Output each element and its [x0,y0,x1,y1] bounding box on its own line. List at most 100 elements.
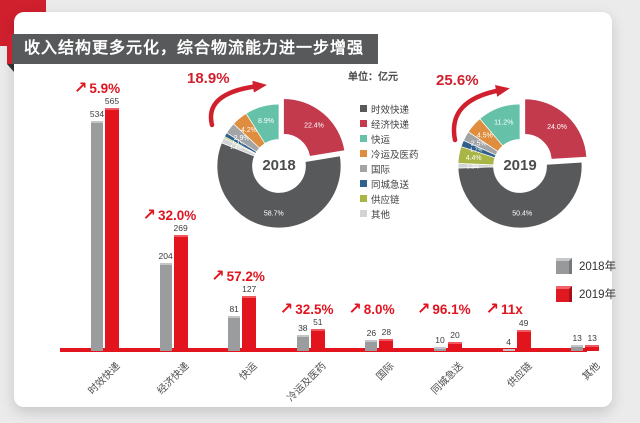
legend-label: 供应链 [371,194,400,206]
legend-label: 时效快递 [371,104,410,116]
growth-value: 57.2% [226,269,265,285]
bar-value-2018-4: 26 [366,327,377,338]
pie-slice-label: 4.4% [466,155,482,162]
legend-swatch [360,150,367,157]
pie-slice-2018-2 [245,103,280,145]
bar-2018-4 [365,339,378,351]
bar-2018-1 [159,263,172,351]
bar-2019-3 [310,329,325,351]
bar-2018-0 [91,121,103,351]
donut-center-label-2018: 2018 [262,157,296,174]
bar-2019-1 [173,235,188,351]
bar-value-2019-7: 13 [587,333,597,344]
legend-label: 同城急送 [371,179,410,191]
bar-value-2018-5: 10 [435,334,445,345]
pie-slice-2019-1 [524,98,588,160]
bar-value-2018-7: 13 [572,333,582,344]
bar-value-2018-6: 4 [506,336,511,347]
bar-2018-5 [434,346,446,351]
growth-arrow-icon: ↗ [211,268,225,286]
curved-arrow-icon-2018 [208,80,267,128]
legend-swatch [360,165,367,172]
pie-slice-label: 2.9% [234,135,250,142]
pie-slice-label: 22.4% [304,122,324,129]
pie-slice-label: 2.5% [471,141,487,148]
legend-item-4: 国际 [360,161,419,176]
curved-arrow-icon-2019 [451,85,510,143]
pie-slice-label: 1.2% [467,164,480,170]
donut-growth-label-2019: 25.6% [436,72,479,89]
bar-2018-2 [228,316,241,351]
growth-badge-6: ↗ 11x [486,299,523,319]
year-label: 2019年 [579,289,617,301]
legend-item-1: 经济快递 [360,116,419,131]
growth-value: 96.1% [432,302,471,317]
legend-label: 其他 [371,209,391,221]
bar-2018-7 [571,345,584,351]
legend-item-0: 时效快递 [360,101,419,116]
bar-value-2019-6: 49 [518,317,529,328]
donut-center-label-2019: 2019 [503,157,537,174]
growth-badge-3: ↗ 32.5% [280,299,334,319]
growth-badge-0: ↗ 5.9% [74,78,120,98]
bar-2019-2 [242,296,257,351]
bar-value-2018-3: 38 [298,322,308,333]
bar-value-2018-1: 204 [158,251,173,262]
bar-value-2019-4: 28 [381,326,392,337]
growth-badge-4: ↗ 8.0% [348,299,394,319]
growth-badge-5: ↗ 96.1% [417,299,471,319]
year-swatch [556,286,572,302]
bar-2019-7 [585,345,600,351]
bar-value-2019-0: 565 [104,96,120,107]
pie-slice-2019-2 [479,103,521,147]
growth-arrow-icon: ↗ [485,301,499,318]
bar-2019-5 [448,342,462,351]
legend-item-3: 冷运及医药 [360,146,419,161]
growth-arrow-icon: ↗ [279,301,294,318]
growth-value: 5.9% [89,81,121,97]
bar-value-2018-2: 81 [229,304,239,315]
growth-value: 11x [501,302,523,317]
legend-item-5: 同城急送 [360,176,419,191]
banner-fold [7,64,14,72]
pie-slice-label: 11.2% [494,119,513,126]
page-title: 收入结构更多元化，综合物流能力进一步增强 [24,40,365,57]
pie-slice-label: 1.7% [470,147,483,153]
growth-arrow-icon: ↗ [417,301,431,318]
pie-slice-2018-1 [283,98,346,157]
bar-2018-6 [502,348,515,351]
bar-value-2019-3: 51 [313,317,323,328]
legend-swatch [360,180,367,187]
growth-arrow-icon: ↗ [348,301,362,318]
growth-arrow-icon: ↗ [142,207,156,225]
legend-swatch [360,105,367,112]
growth-value: 32.5% [295,302,334,317]
bar-2019-6 [516,329,531,351]
donut-chart-2018: 22.4% 58.7% 1.4%1.1%2.9%4.2%8.9% [216,98,346,229]
growth-value: 32.0% [158,208,197,224]
legend-swatch [360,195,367,202]
bar-value-2019-1: 269 [173,223,188,234]
legend-label: 经济快递 [371,119,410,131]
bar-value-2018-0: 534 [89,109,105,120]
legend-swatch [360,135,367,142]
bar-value-2019-5: 20 [450,330,460,341]
title-banner: 收入结构更多元化，综合物流能力进一步增强 [7,34,379,64]
pie-slice-label: 58.7% [264,210,284,217]
pie-slice-2019-0 [457,161,583,229]
legend-item-6: 供应链 [360,191,419,206]
legend-item-7: 其他 [360,206,419,221]
segment-legend: 时效快递经济快递 快运 冷运及医药 国际同城急送供应链其他 [360,101,419,221]
pie-slice-label: 8.9% [258,118,274,125]
unit-label: 单位：亿元 [348,72,398,83]
year-legend: 2018年 2019年 [556,252,616,308]
year-swatch [556,258,572,274]
bar-2019-4 [379,338,394,351]
pie-slice-label: 50.4% [512,211,532,218]
pie-slice-label: 4.2% [241,127,257,134]
legend-swatch [360,210,367,217]
growth-badge-1: ↗ 32.0% [143,205,197,225]
legend-item-2: 快运 [360,131,419,146]
year-legend-item-0: 2018年 [556,252,616,280]
